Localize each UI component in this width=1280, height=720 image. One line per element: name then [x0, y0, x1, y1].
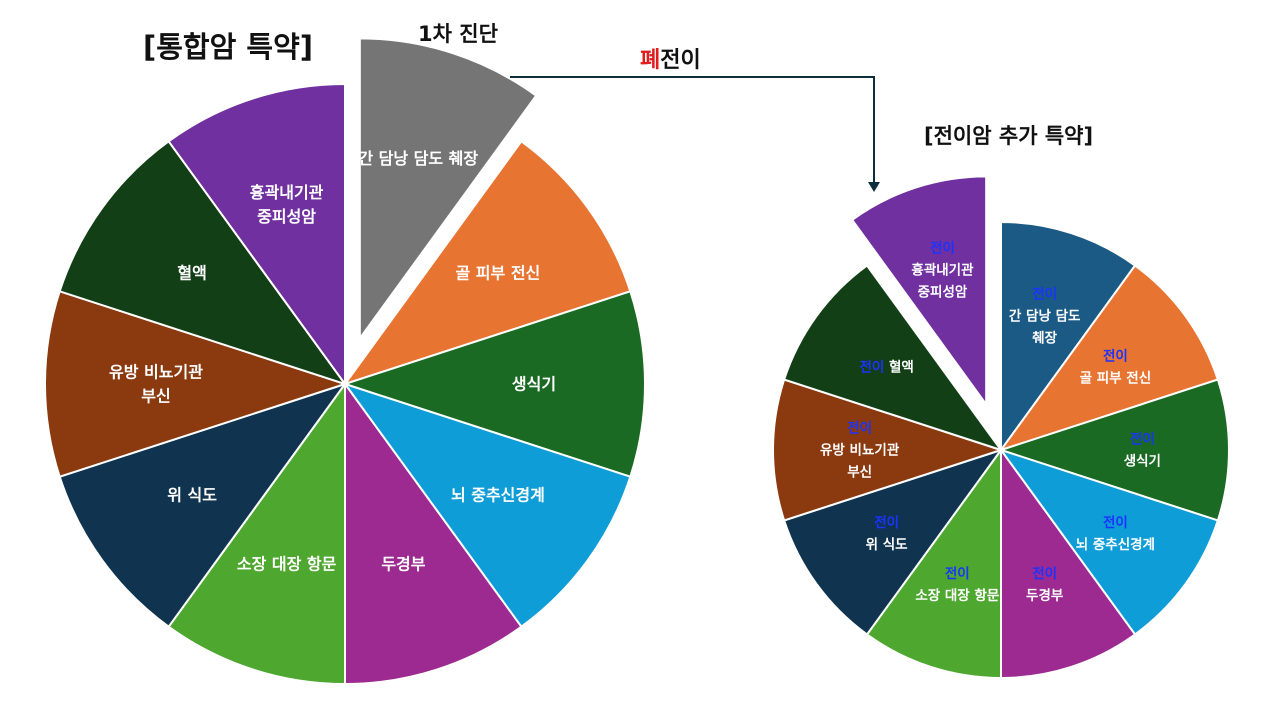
integrated-slice-10	[167, 82, 346, 388]
integrated-slice-1-label: 간 담낭 담도 췌장	[358, 149, 478, 168]
metastasis-organ: 폐	[640, 48, 661, 73]
integrated-slice-9-label: 혈액	[177, 264, 206, 283]
metastasis-slice-9-label: 전이 혈액	[859, 359, 913, 376]
integrated-slice-7-label: 위 식도	[167, 486, 217, 505]
metastasis-slice-3-label: 전이 생식기	[1124, 431, 1161, 470]
integrated-slice-1	[358, 37, 538, 342]
integrated-slice-5	[344, 380, 523, 686]
integrated-slice-2	[342, 139, 632, 386]
metastasis-slice-6	[865, 446, 1002, 680]
first-diagnosis-label: 1차 진단	[418, 22, 498, 46]
integrated-slice-9	[58, 139, 348, 386]
metastasis-slice-3	[997, 378, 1230, 522]
integrated-slice-6	[167, 380, 346, 686]
metastasis-slice-2	[998, 264, 1220, 452]
metastasis-slice-2-label: 전이 골 피부 전신	[1080, 348, 1152, 387]
metastasis-slice-8	[772, 378, 1005, 522]
additional-rider-title: [전이암 추가 특약]	[924, 124, 1094, 148]
integrated-slice-4	[342, 382, 632, 629]
integrated-slice-6-label: 소장 대장 항문	[237, 554, 337, 573]
integrated-rider-title: [통합암 특약]	[143, 30, 314, 64]
metastasis-slice-5	[1000, 446, 1137, 680]
metastasis-label: 폐전이	[640, 42, 701, 74]
integrated-slice-3-label: 생식기	[512, 375, 556, 394]
metastasis-slice-8-label: 전이 유방 비뇨기관 부신	[820, 420, 900, 481]
metastasis-slice-10	[850, 175, 988, 408]
metastasis-slice-4-label: 전이 뇌 중추신경계	[1076, 514, 1155, 553]
metastasis-slice-9	[782, 264, 1004, 452]
integrated-slice-7	[58, 382, 348, 629]
metastasis-slice-1-label: 전이 간 담낭 담도 췌장	[1009, 285, 1081, 346]
metastasis-slice-7	[782, 448, 1004, 636]
metastasis-slice-5-label: 전이 두경부	[1026, 565, 1064, 604]
metastasis-word: 전이	[660, 48, 701, 73]
metastasis-slice-6-label: 전이 소장 대장 항문	[915, 565, 999, 604]
metastasis-connector-arrow	[510, 76, 880, 192]
metastasis-slice-1	[1000, 220, 1137, 454]
integrated-slice-10-label: 흉곽내기관 중피성암	[250, 183, 324, 226]
integrated-slice-8	[44, 290, 349, 478]
integrated-slice-3	[341, 290, 646, 478]
integrated-slice-4-label: 뇌 중추신경계	[451, 486, 545, 505]
integrated-slice-5-label: 두경부	[381, 554, 425, 573]
metastasis-slice-10-label: 전이 흉곽내기관 중피성암	[911, 240, 974, 301]
metastasis-slice-4	[998, 448, 1220, 636]
metastasis-slice-7-label: 전이 위 식도	[866, 514, 909, 553]
integrated-slice-8-label: 유방 비뇨기관 부신	[109, 363, 203, 406]
integrated-slice-2-label: 골 피부 전신	[456, 264, 541, 283]
